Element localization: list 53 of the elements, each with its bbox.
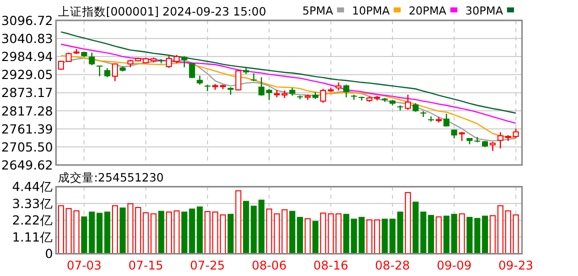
bar — [404, 192, 411, 254]
bar — [412, 202, 419, 254]
line-series — [60, 44, 516, 124]
bar — [120, 208, 126, 254]
x-tick-label: 09-09 — [436, 258, 472, 273]
line-series — [60, 31, 516, 114]
y-tick-label: 2873.17 — [1, 85, 53, 100]
bar — [458, 213, 465, 254]
bar — [158, 210, 164, 254]
legend-label: 20PMA — [408, 4, 447, 18]
y-tick-label: 4.44亿 — [12, 179, 53, 194]
bar — [320, 212, 326, 254]
bar — [304, 218, 311, 254]
bar — [196, 206, 203, 254]
x-tick-label: 07-15 — [128, 258, 164, 273]
bar — [258, 200, 264, 254]
legend-label: 5PMA — [302, 4, 334, 18]
chart-title: 成交量:254551230 — [58, 170, 164, 185]
bar — [81, 216, 88, 254]
x-tick-label: 09-23 — [498, 258, 534, 273]
x-tick-label: 07-25 — [190, 258, 225, 273]
x-tick-label: 08-28 — [375, 258, 410, 273]
y-tick-label: 3.33亿 — [12, 196, 53, 211]
x-tick-label: 08-06 — [252, 258, 287, 273]
bar — [104, 212, 110, 254]
x-tick-label: 07-03 — [66, 258, 102, 273]
y-tick-label: 3040.83 — [1, 30, 53, 46]
y-tick-label: 2705.50 — [1, 139, 54, 154]
bar — [112, 205, 118, 254]
bar — [73, 210, 80, 254]
bar — [266, 208, 272, 254]
y-tick-label: 2984.94 — [1, 49, 54, 64]
bar — [436, 216, 442, 254]
bar — [490, 215, 496, 254]
legend-label: 30PMA — [465, 4, 504, 18]
y-tick-label: 3096.72 — [1, 12, 53, 28]
y-tick-label: 1.11亿 — [12, 229, 53, 244]
bar — [466, 216, 473, 254]
y-tick-label: 2.22亿 — [12, 212, 53, 228]
chart-title: 上证指数[000001] 2024-09-23 15:00 — [58, 4, 266, 18]
y-tick-label: 0 — [45, 246, 54, 262]
y-tick-label: 2761.39 — [1, 121, 54, 136]
bar — [312, 220, 318, 254]
bar — [235, 190, 242, 254]
bar — [512, 214, 519, 254]
bar — [228, 214, 234, 254]
y-tick-label: 2929.05 — [1, 67, 53, 82]
x-tick-label: 08-16 — [313, 258, 348, 273]
bar — [220, 214, 226, 254]
y-tick-label: 2817.28 — [1, 103, 54, 118]
legend-label: 10PMA — [352, 4, 390, 18]
y-tick-label: 2649.62 — [1, 158, 53, 172]
bar — [343, 214, 350, 254]
